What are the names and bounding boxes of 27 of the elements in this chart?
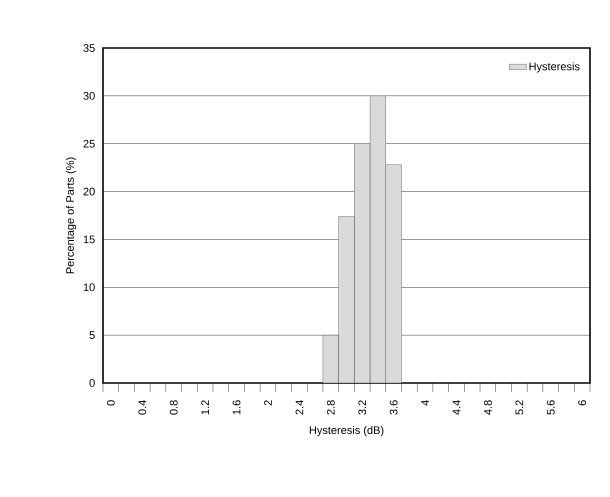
x-tick-label: 3.6: [390, 400, 398, 415]
y-tick-label: 15: [84, 236, 95, 244]
y-tick-label: 20: [84, 188, 95, 196]
x-tick-label: 6: [578, 400, 586, 406]
x-tick-label: 4.8: [484, 400, 492, 415]
y-tick-label: 35: [83, 44, 95, 52]
x-tick-label: 0.8: [170, 400, 178, 415]
x-tick-label: 4: [421, 400, 429, 406]
y-axis-title: Percentage of Parts (%): [66, 158, 76, 274]
x-tick-label: 2.8: [326, 400, 335, 415]
y-tick-label: 30: [83, 92, 95, 100]
y-tick-label: 0: [90, 379, 95, 387]
x-tick-label: 4.4: [452, 400, 460, 415]
y-tick-label: 10: [84, 283, 95, 292]
x-tick-label: 5.2: [515, 400, 524, 415]
x-tick-label: 1.2: [201, 400, 209, 414]
x-tick-label: 1.6: [232, 400, 240, 414]
x-tick-label: 0.4: [138, 400, 146, 415]
y-tick-label: 25: [84, 140, 95, 148]
x-axis-title: Hysteresis (dB): [310, 426, 384, 436]
x-tick-label: 3.2: [358, 400, 366, 415]
x-tick-label: 2.4: [296, 400, 304, 415]
legend-label: Hysteresis: [529, 62, 580, 72]
y-tick-label: 5: [90, 331, 95, 339]
x-tick-label: 5.6: [546, 400, 555, 415]
x-tick-label: 0: [106, 400, 115, 406]
x-tick-label: 2: [264, 400, 272, 406]
